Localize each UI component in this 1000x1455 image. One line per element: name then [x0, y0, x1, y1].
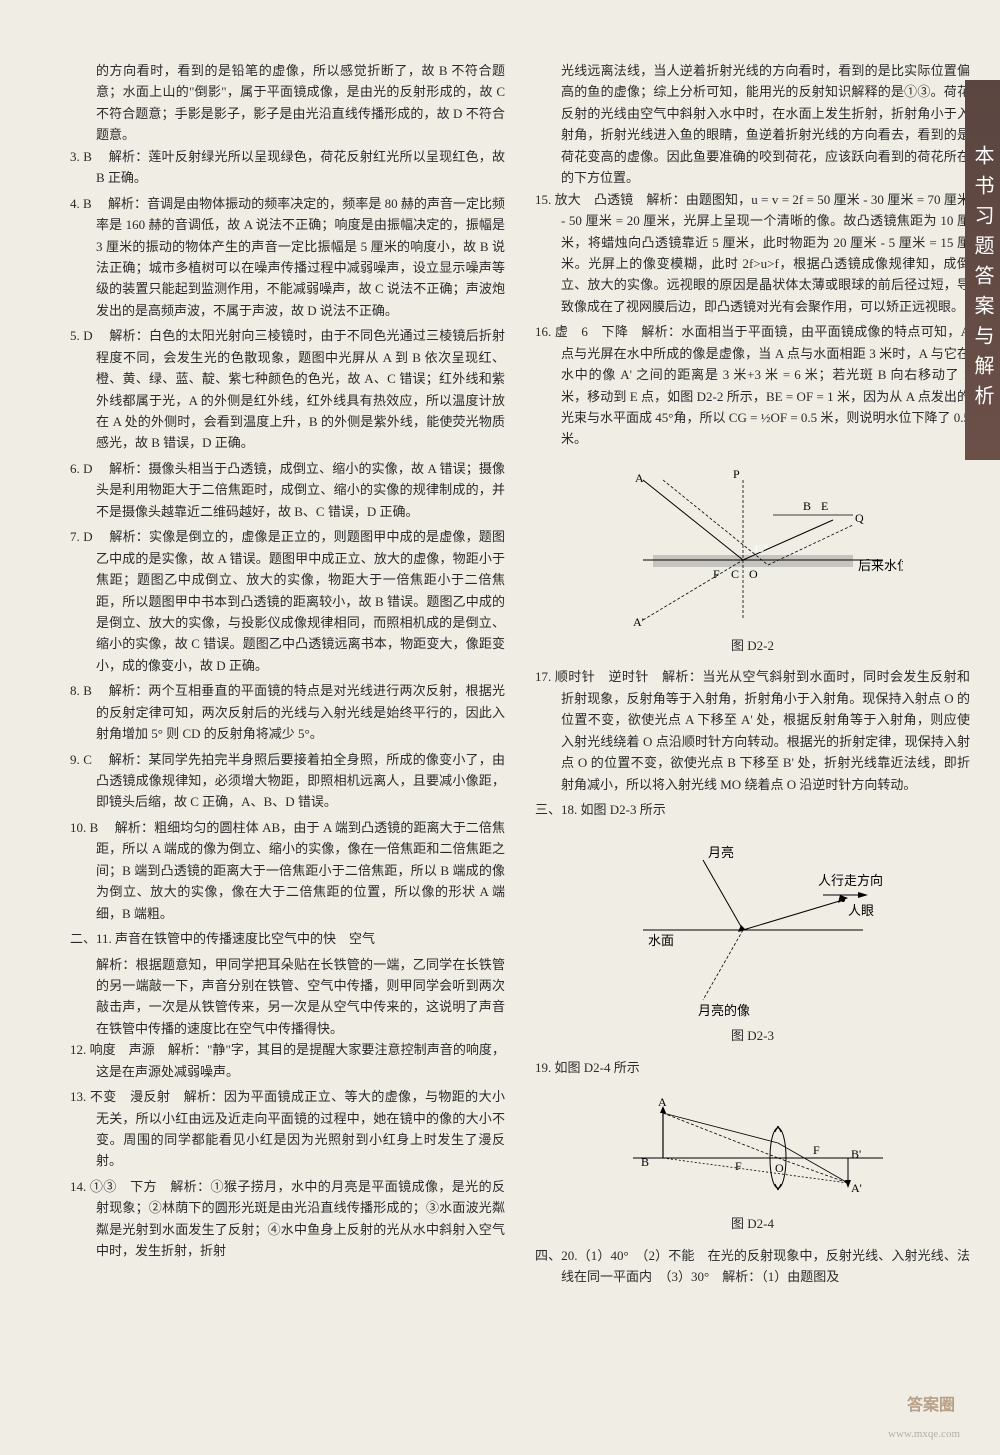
- item-10: 10. B 解析：粗细均匀的圆柱体 AB，由于 A 端到凸透镜的距离大于二倍焦距…: [70, 817, 505, 924]
- svg-text:月亮的像: 月亮的像: [698, 1003, 750, 1018]
- item-16: 16. 虚 6 下降 解析：水面相当于平面镜，由平面镜成像的特点可知，A 点与光…: [535, 321, 970, 450]
- text: 解析：白色的太阳光射向三棱镜时，由于不同色光通过三棱镜后折射程度不同，会发生光的…: [96, 328, 505, 450]
- svg-text:B: B: [641, 1155, 649, 1169]
- item-13: 13. 不变 漫反射 解析：因为平面镜成正立、等大的虚像，与物距的大小无关，所以…: [70, 1086, 505, 1172]
- fig-caption-d2-3: 图 D2-3: [535, 1025, 970, 1046]
- section-4: 四、20.（1）40° （2）不能 在光的反射现象中，反射光线、入射光线、法线在…: [535, 1245, 970, 1288]
- item-6: 6. D 解析：摄像头相当于凸透镜，成倒立、缩小的实像，故 A 错误；摄像头是利…: [70, 458, 505, 522]
- svg-text:B': B': [851, 1147, 861, 1161]
- section-3-head: 三、18. 如图 D2-3 所示: [535, 799, 970, 820]
- svg-text:Q: Q: [855, 511, 864, 525]
- item-17: 17. 顺时针 逆时针 解析：当光从空气斜射到水面时，同时会发生反射和折射现象，…: [535, 666, 970, 795]
- text: ①③ 下方 解析：①猴子捞月，水中的月亮是平面镜成像，是光的反射现象；②林荫下的…: [90, 1179, 505, 1258]
- item-4: 4. B 解析：音调是由物体振动的频率决定的，频率是 80 赫的声音一定比频率是…: [70, 193, 505, 322]
- item-5: 5. D 解析：白色的太阳光射向三棱镜时，由于不同色光通过三棱镜后折射程度不同，…: [70, 325, 505, 454]
- fig-caption-d2-4: 图 D2-4: [535, 1213, 970, 1234]
- figure-d2-4: A B F O F B' A' 图 D2-4: [535, 1088, 970, 1234]
- svg-text:O: O: [749, 567, 758, 581]
- intro-left: 的方向看时，看到的是铅笔的虚像，所以感觉折断了，故 B 不符合题意；水面上山的"…: [70, 60, 505, 146]
- intro-right: 光线远离法线，当人逆着折射光线的方向看时，看到的是比实际位置偏高的鱼的虚像；综上…: [535, 60, 970, 189]
- section-2-text: 解析：根据题意知，甲同学把耳朵贴在长铁管的一端，乙同学在长铁管的另一端敲一下，声…: [70, 954, 505, 1040]
- item-7: 7. D 解析：实像是倒立的，虚像是正立的，则题图甲中成的是虚像，题图乙中成的是…: [70, 526, 505, 676]
- text: 解析：莲叶反射绿光所以呈现绿色，荷花反射红光所以呈现红色，故 B 正确。: [96, 149, 505, 185]
- text: 顺时针 逆时针 解析：当光从空气斜射到水面时，同时会发生反射和折射现象，反射角等…: [555, 669, 970, 791]
- ans: C: [83, 752, 92, 767]
- svg-text:E: E: [821, 499, 828, 513]
- num: 6.: [70, 461, 80, 476]
- text: 解析：两个互相垂直的平面镜的特点是对光线进行两次反射，根据光的反射定律可知，两次…: [96, 683, 505, 741]
- svg-text:月亮: 月亮: [708, 845, 734, 860]
- fig-caption-d2-2: 图 D2-2: [535, 635, 970, 656]
- svg-text:A: A: [635, 471, 644, 485]
- svg-text:后来水位: 后来水位: [858, 558, 903, 573]
- svg-text:F: F: [713, 567, 720, 581]
- ans: B: [90, 820, 99, 835]
- diagram-d2-3-svg: 月亮 人行走方向 人眼 水面 月亮的像: [603, 830, 903, 1020]
- num: 10.: [70, 820, 86, 835]
- svg-text:A': A': [633, 615, 644, 629]
- text: 解析：摄像头相当于凸透镜，成倒立、缩小的实像，故 A 错误；摄像头是利用物距大于…: [96, 461, 505, 519]
- svg-text:O: O: [775, 1161, 784, 1175]
- item-9: 9. C 解析：某同学先拍完半身照后要接着拍全身照，所成的像变小了，由凸透镜成像…: [70, 749, 505, 813]
- sidebar-tab: 本书习题答案与解析: [965, 80, 1000, 460]
- svg-text:人眼: 人眼: [848, 903, 874, 918]
- watermark: www.mxqe.com: [888, 1428, 960, 1440]
- right-column: 光线远离法线，当人逆着折射光线的方向看时，看到的是比实际位置偏高的鱼的虚像；综上…: [535, 60, 970, 1292]
- num: 8.: [70, 683, 80, 698]
- svg-text:P: P: [733, 467, 740, 481]
- text: 解析：音调是由物体振动的频率决定的，频率是 80 赫的声音一定比频率是 160 …: [96, 196, 505, 318]
- item-12: 12. 响度 声源 解析："静"字，其目的是提醒大家要注意控制声音的响度，这是在…: [70, 1039, 505, 1082]
- num: 5.: [70, 328, 80, 343]
- text: 解析：某同学先拍完半身照后要接着拍全身照，所成的像变小了，由凸透镜成像规律知，必…: [96, 752, 505, 810]
- left-column: 的方向看时，看到的是铅笔的虚像，所以感觉折断了，故 B 不符合题意；水面上山的"…: [70, 60, 505, 1292]
- text: 解析：粗细均匀的圆柱体 AB，由于 A 端到凸透镜的距离大于二倍焦距，所以 A …: [96, 820, 505, 921]
- svg-text:F: F: [735, 1159, 742, 1173]
- item-8: 8. B 解析：两个互相垂直的平面镜的特点是对光线进行两次反射，根据光的反射定律…: [70, 680, 505, 744]
- ans: B: [83, 683, 92, 698]
- text: 解析：实像是倒立的，虚像是正立的，则题图甲中成的是虚像，题图乙中成的是实像，故 …: [96, 529, 505, 673]
- page-content: 的方向看时，看到的是铅笔的虚像，所以感觉折断了，故 B 不符合题意；水面上山的"…: [0, 0, 1000, 1332]
- ans: B: [83, 196, 92, 211]
- svg-text:B: B: [803, 499, 811, 513]
- text: 虚 6 下降 解析：水面相当于平面镜，由平面镜成像的特点可知，A 点与光屏在水中…: [555, 324, 970, 446]
- svg-text:A: A: [658, 1095, 667, 1109]
- diagram-d2-2-svg: A A' P B E Q F C O 45° 后来水位: [603, 460, 903, 630]
- num: 14.: [70, 1179, 86, 1194]
- svg-text:C: C: [731, 567, 739, 581]
- ans: B: [83, 149, 92, 164]
- text: 不变 漫反射 解析：因为平面镜成正立、等大的虚像，与物距的大小无关，所以小红由远…: [90, 1089, 505, 1168]
- num: 12.: [70, 1042, 86, 1057]
- num: 13.: [70, 1089, 86, 1104]
- item-15: 15. 放大 凸透镜 解析：由题图知，u = v = 2f = 50 厘米 - …: [535, 189, 970, 318]
- diagram-d2-4-svg: A B F O F B' A': [603, 1088, 903, 1208]
- num: 7.: [70, 529, 80, 544]
- item-14: 14. ①③ 下方 解析：①猴子捞月，水中的月亮是平面镜成像，是光的反射现象；②…: [70, 1176, 505, 1262]
- figure-d2-2: A A' P B E Q F C O 45° 后来水位 图 D2-2: [535, 460, 970, 656]
- item-3: 3. B 解析：莲叶反射绿光所以呈现绿色，荷花反射红光所以呈现红色，故 B 正确…: [70, 146, 505, 189]
- svg-text:水面: 水面: [648, 933, 674, 948]
- num: 17.: [535, 669, 551, 684]
- item-19-head: 19. 如图 D2-4 所示: [535, 1057, 970, 1078]
- num: 9.: [70, 752, 80, 767]
- ans: D: [83, 461, 92, 476]
- num: 15.: [535, 192, 551, 207]
- sidebar-label: 本书习题答案与解析: [968, 145, 997, 415]
- ans: D: [83, 328, 92, 343]
- num: 4.: [70, 196, 80, 211]
- svg-text:45°: 45°: [753, 543, 768, 555]
- answer-brand: 答案圈: [907, 1391, 955, 1415]
- svg-text:人行走方向: 人行走方向: [818, 873, 883, 888]
- figure-d2-3: 月亮 人行走方向 人眼 水面 月亮的像 图 D2-3: [535, 830, 970, 1046]
- text: 放大 凸透镜 解析：由题图知，u = v = 2f = 50 厘米 - 30 厘…: [555, 192, 970, 314]
- text: 响度 声源 解析："静"字，其目的是提醒大家要注意控制声音的响度，这是在声源处减…: [90, 1042, 505, 1078]
- svg-text:F: F: [813, 1143, 820, 1157]
- ans: D: [83, 529, 92, 544]
- num: 16.: [535, 324, 551, 339]
- num: 3.: [70, 149, 80, 164]
- section-2-head: 二、11. 声音在铁管中的传播速度比空气中的快 空气: [70, 928, 505, 949]
- svg-text:A': A': [851, 1181, 862, 1195]
